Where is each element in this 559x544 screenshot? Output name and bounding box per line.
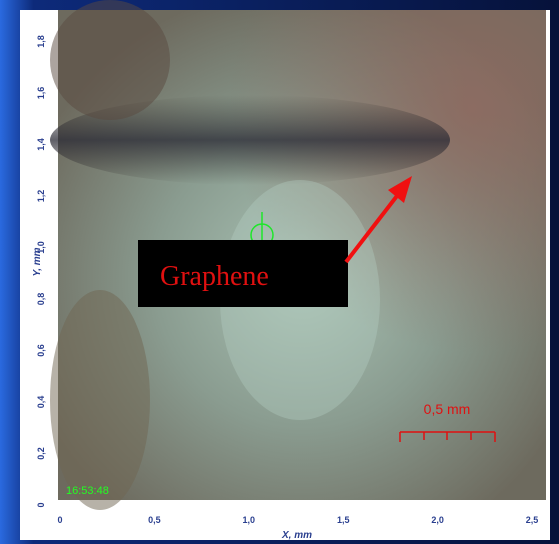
y-axis-label: Y, mm xyxy=(32,247,43,276)
y-tick-label: 1,6 xyxy=(36,87,46,100)
screenshot: Graphene 0,5 mm 16:53:48 0 0,2 0,4 0,6 0,8 1,… xyxy=(0,0,559,544)
x-tick-label: 0 xyxy=(57,515,62,525)
x-axis-label: X, mm xyxy=(281,530,312,541)
x-tick-label: 2,5 xyxy=(526,515,539,525)
y-tick-label: 0,2 xyxy=(36,447,46,460)
annotation-label: Graphene xyxy=(160,261,269,292)
y-tick-label: 0,4 xyxy=(36,396,46,409)
x-tick-label: 1,5 xyxy=(337,515,350,525)
x-tick-label: 1,0 xyxy=(243,515,256,525)
x-tick-label: 2,0 xyxy=(431,515,444,525)
y-tick-label: 1,4 xyxy=(36,138,46,151)
y-tick-label: 0 xyxy=(36,502,46,507)
y-tick-label: 1,8 xyxy=(36,35,46,48)
y-tick-label: 0,6 xyxy=(36,344,46,357)
page: {"axes": {"y_label": "Y, mm", "x_label":… xyxy=(0,0,559,544)
y-tick-label: 1,2 xyxy=(36,190,46,203)
scale-bar-label: 0,5 mm xyxy=(424,401,471,417)
x-tick-label: 0,5 xyxy=(148,515,161,525)
y-tick-label: 0,8 xyxy=(36,293,46,306)
timestamp: 16:53:48 xyxy=(66,485,109,497)
